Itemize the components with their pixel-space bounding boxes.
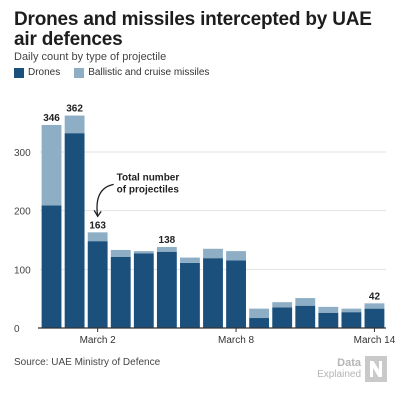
bar-missiles-mar-7 xyxy=(203,248,223,259)
bar-drones-mar-7 xyxy=(203,258,223,328)
bar-missiles-mar-5 xyxy=(156,247,177,252)
bar-drones-mar-3 xyxy=(110,256,131,328)
logo-word-data: Data xyxy=(337,357,361,369)
bar-drones-mar-10 xyxy=(272,307,293,328)
bar-drones-mar-2 xyxy=(87,241,108,328)
y-tick-label-200: 200 xyxy=(14,207,31,218)
legend-item-missiles: Ballistic and cruise missiles xyxy=(74,67,209,78)
data-label-42: 42 xyxy=(369,291,381,302)
x-tick-label-14: March 14 xyxy=(354,335,396,346)
bar-missiles-feb-28 xyxy=(41,124,62,206)
y-tick-label-300: 300 xyxy=(14,148,31,159)
data-label-346: 346 xyxy=(43,113,60,124)
chart-title: Drones and missiles intercepted by UAE a… xyxy=(14,9,372,50)
data-label-138: 138 xyxy=(159,235,176,246)
bar-drones-mar-9 xyxy=(249,318,270,328)
bar-missiles-mar-14 xyxy=(364,303,385,309)
bar-drones-mar-14 xyxy=(364,308,385,328)
bar-missiles-mar-10 xyxy=(272,302,293,308)
bar-drones-mar-5 xyxy=(156,251,177,328)
legend-swatch-missiles xyxy=(74,67,85,78)
x-tick-label-2: March 2 xyxy=(80,335,117,346)
bar-drones-mar-1 xyxy=(64,133,85,328)
logo-n-icon xyxy=(365,356,387,382)
bar-drones-mar-8 xyxy=(226,260,246,328)
y-tick-label-0: 0 xyxy=(14,324,20,335)
source-note: Source: UAE Ministry of Defence xyxy=(14,357,161,368)
annotation-line-1: Total number xyxy=(117,172,180,183)
bar-missiles-mar-4 xyxy=(133,251,154,254)
bar-chart: 0 100 200 300 March 2 March 8 March 14 346 362 16… xyxy=(14,104,396,346)
logo-word-explained: Explained xyxy=(317,369,361,380)
annotation-arrowhead xyxy=(93,210,102,218)
x-tick-label-8: March 8 xyxy=(218,335,255,346)
bar-missiles-mar-9 xyxy=(249,308,270,319)
bar-missiles-mar-13 xyxy=(341,308,362,313)
bar-drones-mar-13 xyxy=(341,312,362,328)
bar-drones-mar-12 xyxy=(318,312,339,328)
bar-missiles-mar-2 xyxy=(87,232,108,242)
bar-missiles-mar-3 xyxy=(110,249,131,257)
legend-swatch-drones xyxy=(14,67,24,78)
data-label-362: 362 xyxy=(66,104,83,115)
chart-subtitle: Daily count by type of projectile xyxy=(14,51,167,63)
annotation-arrow xyxy=(96,183,114,217)
legend: Drones Ballistic and cruise missiles xyxy=(14,67,223,78)
legend-label-missiles: Ballistic and cruise missiles xyxy=(88,67,210,78)
bar-drones-feb-28 xyxy=(41,205,62,328)
bar-missiles-mar-11 xyxy=(295,298,316,306)
bar-missiles-mar-12 xyxy=(318,306,339,313)
annotation-line-2: of projectiles xyxy=(117,184,180,195)
legend-label-drones: Drones xyxy=(28,67,61,78)
bar-drones-mar-6 xyxy=(180,262,200,328)
legend-item-drones: Drones xyxy=(14,67,60,78)
data-label-163: 163 xyxy=(89,220,106,231)
bar-missiles-mar-8 xyxy=(226,251,246,261)
data-explained-logo: Data Explained xyxy=(317,356,387,382)
y-tick-label-100: 100 xyxy=(14,265,31,276)
bar-missiles-mar-1 xyxy=(64,115,85,134)
bar-missiles-mar-6 xyxy=(180,257,200,263)
bar-drones-mar-11 xyxy=(295,305,316,328)
bar-drones-mar-4 xyxy=(133,253,154,328)
